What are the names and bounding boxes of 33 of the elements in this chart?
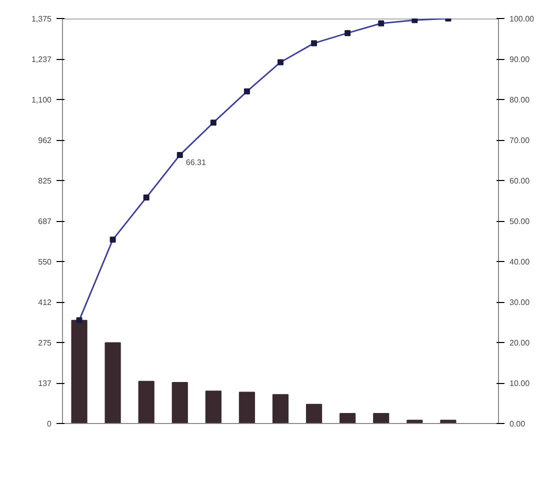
- y2-tick-label: 60.00: [510, 176, 530, 186]
- y2-tick-label: 80.00: [510, 96, 530, 104]
- bar: [104, 342, 121, 424]
- bar: [340, 412, 356, 424]
- y-tick-label: 1,100: [31, 96, 52, 104]
- bar: [71, 320, 88, 424]
- bar: [373, 412, 390, 424]
- y2-tick-label: 90.00: [510, 55, 530, 64]
- data-label: 66.31: [186, 158, 206, 167]
- bar: [138, 380, 154, 424]
- y2-tick-label: 30.00: [510, 298, 530, 307]
- y-tick-label: 962: [38, 136, 52, 146]
- y-tick-label: 1,237: [31, 55, 52, 64]
- y-tick-label: 550: [38, 258, 52, 266]
- y2-tick-label: 100.00: [510, 14, 535, 24]
- y-tick-label: 275: [38, 338, 52, 348]
- y2-tick-label: 40.00: [510, 258, 530, 266]
- y2-tick-label: 70.00: [510, 136, 530, 145]
- bar: [205, 390, 222, 424]
- bar: [272, 394, 289, 424]
- y-tick-label: 687: [38, 217, 52, 226]
- y2-tick-label: 20.00: [510, 338, 530, 348]
- y-tick-label: 1,375: [31, 14, 52, 24]
- bar: [306, 404, 322, 424]
- y-tick-label: 137: [38, 379, 52, 388]
- y-tick-label: 412: [38, 298, 52, 308]
- y2-tick-label: 10.00: [510, 379, 530, 388]
- bar: [238, 392, 256, 424]
- bar: [172, 382, 188, 424]
- y-tick-label: 0: [47, 420, 52, 428]
- y-tick-label: 825: [38, 176, 52, 186]
- y2-tick-label: 0.00: [510, 420, 526, 428]
- y2-tick-label: 50.00: [510, 217, 530, 226]
